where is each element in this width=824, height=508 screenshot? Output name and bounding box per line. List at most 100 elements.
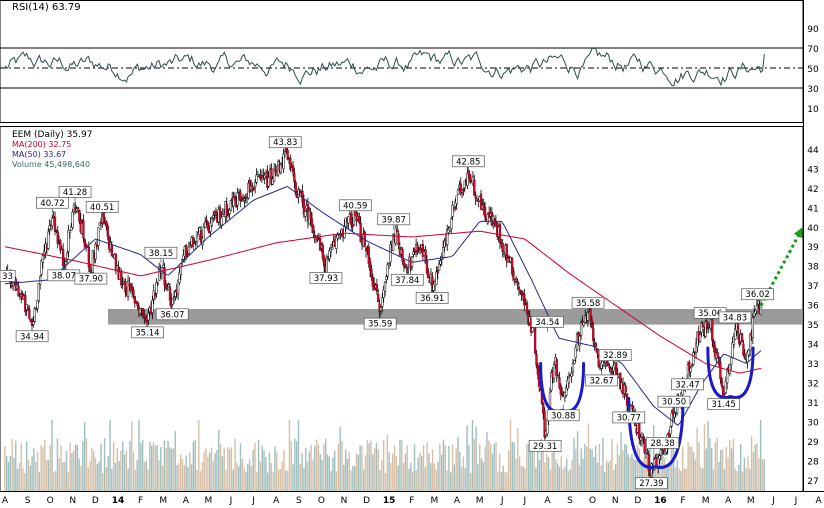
price-label-box bbox=[718, 311, 752, 324]
volume-bar bbox=[230, 447, 233, 491]
candle-body bbox=[466, 172, 469, 187]
volume-bar bbox=[305, 448, 307, 491]
volume-bar bbox=[654, 459, 657, 491]
volume-bar bbox=[435, 470, 437, 491]
volume-bar bbox=[493, 443, 495, 491]
volume-bar bbox=[402, 462, 405, 491]
candle-body bbox=[381, 297, 384, 307]
volume-bar bbox=[696, 427, 698, 491]
price-tick-label: 37 bbox=[807, 282, 818, 292]
candle-body bbox=[647, 454, 650, 472]
price-label-box bbox=[451, 155, 485, 168]
volume-bar bbox=[181, 459, 184, 491]
volume-bar bbox=[372, 453, 374, 491]
volume-bar bbox=[466, 425, 468, 491]
volume-bar bbox=[663, 457, 666, 491]
candle-body bbox=[156, 282, 159, 285]
candle-body bbox=[370, 268, 373, 278]
volume-bar bbox=[625, 444, 628, 491]
price-label: 34.83 bbox=[723, 313, 747, 323]
price-label: 43.83 bbox=[273, 138, 297, 148]
volume-bar bbox=[522, 466, 524, 491]
candle-body bbox=[367, 246, 370, 265]
volume-bar bbox=[430, 463, 432, 491]
volume-bar bbox=[29, 465, 31, 491]
candle-body bbox=[51, 217, 54, 226]
volume-bar bbox=[723, 468, 726, 491]
price-label-box bbox=[268, 136, 302, 149]
volume-bar bbox=[573, 437, 575, 491]
candle-body bbox=[594, 343, 598, 347]
candle-body bbox=[421, 244, 425, 257]
volume-bar bbox=[513, 442, 515, 491]
volume-bar bbox=[308, 451, 311, 491]
x-tick-label: J bbox=[522, 496, 526, 506]
volume-bar bbox=[261, 445, 263, 491]
candle-body bbox=[255, 174, 258, 183]
price-label-box bbox=[74, 272, 108, 285]
volume-bar bbox=[515, 458, 517, 491]
volume-bar bbox=[395, 456, 398, 491]
candle-body bbox=[732, 336, 736, 345]
rsi-tick-label: 10 bbox=[807, 105, 819, 115]
candle-body bbox=[498, 223, 502, 244]
volume-bar bbox=[172, 447, 175, 491]
candle-body bbox=[133, 296, 136, 304]
volume-bar bbox=[491, 453, 494, 491]
volume-bar bbox=[634, 459, 637, 491]
legend-volume: Volume 45,498,640 bbox=[12, 160, 90, 169]
candle-body bbox=[586, 312, 590, 321]
volume-bar bbox=[187, 467, 189, 491]
volume-bar bbox=[729, 440, 731, 491]
volume-bar bbox=[537, 447, 539, 491]
candle-body bbox=[371, 277, 374, 287]
volume-bar bbox=[62, 462, 64, 491]
price-label-box bbox=[155, 308, 189, 321]
candle-body bbox=[210, 218, 214, 226]
candle-body bbox=[375, 284, 379, 292]
volume-bar bbox=[78, 458, 80, 491]
volume-bar bbox=[49, 445, 51, 491]
volume-bar bbox=[667, 465, 669, 491]
candle-body bbox=[199, 230, 203, 243]
volume-bar bbox=[53, 472, 55, 491]
candle-body bbox=[523, 293, 526, 306]
volume-bar bbox=[317, 444, 320, 491]
volume-bar bbox=[408, 468, 410, 491]
candle-body bbox=[377, 294, 380, 302]
volume-bar bbox=[56, 438, 59, 491]
price-tick-label: 32 bbox=[807, 379, 818, 389]
volume-bar bbox=[114, 462, 117, 491]
candle-body bbox=[193, 243, 196, 250]
volume-bar bbox=[334, 450, 336, 491]
candle-body bbox=[168, 286, 172, 301]
volume-bar bbox=[87, 467, 89, 491]
candle-body bbox=[473, 179, 476, 196]
price-tick-label: 36 bbox=[807, 302, 819, 312]
volume-bar bbox=[375, 442, 378, 491]
rsi-tick-label: 50 bbox=[807, 65, 819, 75]
candle-body bbox=[28, 309, 31, 319]
price-label: 33 bbox=[2, 272, 13, 282]
x-tick-label: M bbox=[747, 496, 755, 506]
candle-body bbox=[435, 271, 438, 285]
candle-body bbox=[442, 247, 445, 258]
price-label: 39.87 bbox=[382, 215, 406, 225]
x-tick-label: A bbox=[816, 496, 823, 506]
candle-body bbox=[206, 221, 210, 230]
price-tick-label: 42 bbox=[807, 185, 818, 195]
candle-body bbox=[482, 202, 485, 211]
candle-body bbox=[536, 365, 539, 375]
volume-bar bbox=[616, 444, 619, 491]
candle-body bbox=[436, 269, 439, 274]
volume-bar bbox=[364, 455, 367, 491]
volume-bar bbox=[440, 454, 443, 491]
x-tick-label: F bbox=[680, 496, 685, 506]
volume-bar bbox=[602, 437, 604, 491]
candle-body bbox=[379, 306, 383, 312]
candle-body bbox=[55, 230, 58, 232]
volume-bar bbox=[125, 450, 128, 491]
candle-body bbox=[385, 276, 388, 280]
x-tick-label: M bbox=[159, 496, 167, 506]
candle-body bbox=[546, 419, 549, 435]
